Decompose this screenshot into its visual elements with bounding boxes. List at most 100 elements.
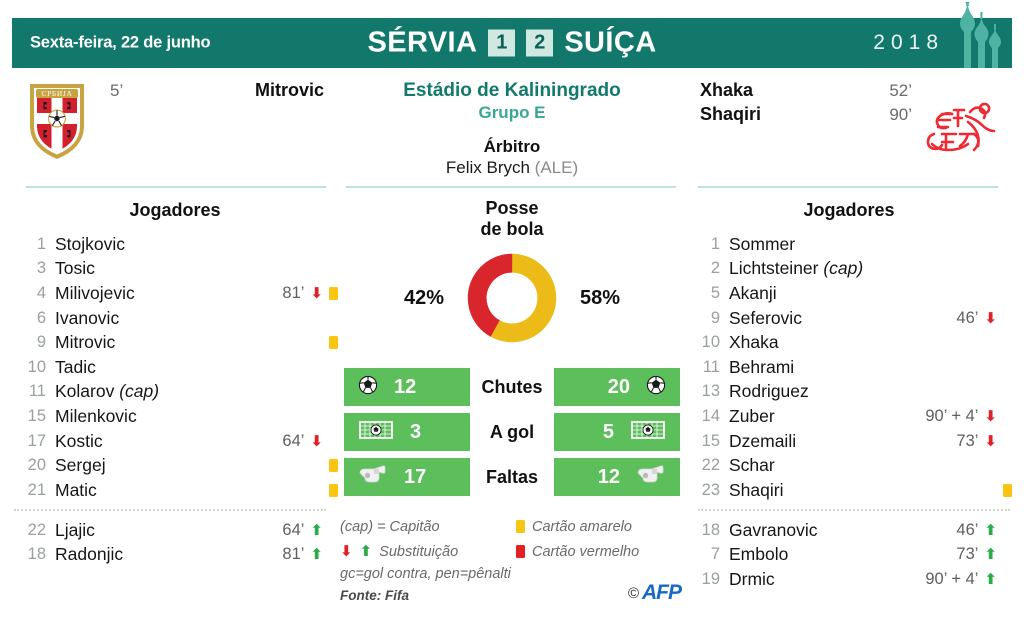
player-events [984, 483, 1012, 497]
referee-name-row: Felix Brych (ALE) [344, 158, 680, 178]
player-row[interactable]: 1 Sommer [686, 232, 1012, 257]
away-subs-list: 18 Gavranovic 46’ ⬆ 7 Embolo 73’ ⬆ 19 Drmic 90’ + … [686, 518, 1012, 592]
player-minute: 73’ [956, 545, 979, 564]
player-row[interactable]: 22 Ljajic 64’ ⬆ [12, 518, 338, 543]
sub-out-icon: ⬇ [984, 432, 997, 450]
goal-scorer: Shaqiri [700, 104, 762, 124]
goal-row: Shaqiri 90’ [700, 104, 912, 128]
possession-chart: 42% 58% [344, 252, 680, 344]
player-events [310, 459, 338, 473]
player-row[interactable]: 11 Kolarov (cap) [12, 380, 338, 405]
player-number: 9 [36, 333, 46, 352]
player-row[interactable]: 15 Milenkovic [12, 404, 338, 429]
card-placeholder [1003, 336, 1012, 349]
player-events: 73’ ⬇ [956, 432, 1012, 451]
stat-label: Chutes [481, 376, 543, 397]
yellow-card-icon [516, 520, 525, 533]
legend-captain: (cap) = Capitão [340, 516, 516, 537]
player-number: 7 [710, 545, 720, 564]
stat-label: Faltas [485, 466, 539, 487]
player-number: 21 [27, 480, 46, 499]
yellow-card-icon [329, 483, 338, 497]
russia-domes-icon [934, 0, 1014, 68]
player-row[interactable]: 5 Akanji [686, 281, 1012, 306]
player-row[interactable]: 18 Radonjic 81’ ⬆ [12, 543, 338, 568]
player-minute: 64’ [282, 520, 305, 539]
player-row[interactable]: 22 Schar [686, 453, 1012, 478]
legend-substitution: ⬇ ⬆ Substituição [340, 541, 516, 562]
player-row[interactable]: 13 Rodriguez [686, 380, 1012, 405]
player-row[interactable]: 14 Zuber 90’ + 4’ ⬇ [686, 404, 1012, 429]
player-row[interactable]: 19 Drmic 90’ + 4’ ⬆ [686, 567, 1012, 592]
match-header: Sexta-feira, 22 de junho SÉRVIA 1 2 SUÍÇ… [12, 0, 1012, 68]
player-row[interactable]: 17 Kostic 64’ ⬇ [12, 429, 338, 454]
player-row[interactable]: 11 Behrami [686, 355, 1012, 380]
away-score: 2 [526, 29, 554, 57]
player-name: Xhaka [729, 332, 779, 353]
player-name: Zuber [729, 405, 775, 426]
player-events: 64’ ⬇ [282, 432, 338, 451]
legend-owngoal-text: gc=gol contra, pen=pênalti [340, 566, 511, 582]
stat-away-value: 5 [602, 420, 614, 443]
player-row[interactable]: 21 Matic [12, 478, 338, 503]
switzerland-crest [908, 100, 1000, 163]
player-row[interactable]: 9 Mitrovic [12, 330, 338, 355]
player-row[interactable]: 4 Milivojevic 81’ ⬇ [12, 281, 338, 306]
sub-in-icon: ⬆ [310, 546, 323, 564]
home-score: 1 [488, 29, 516, 57]
card-placeholder [1003, 262, 1012, 275]
player-number: 3 [36, 259, 46, 278]
player-row[interactable]: 10 Tadic [12, 355, 338, 380]
player-row[interactable]: 9 Seferovic 46’ ⬇ [686, 306, 1012, 331]
player-events: 73’ ⬆ [956, 545, 1012, 564]
player-events [984, 262, 1012, 275]
card-placeholder [1003, 361, 1012, 374]
player-row[interactable]: 3 Tosic [12, 257, 338, 282]
player-minute: 81’ [282, 545, 305, 564]
stat-away-value: 20 [607, 375, 630, 398]
referee-nationality: (ALE) [534, 158, 579, 177]
card-placeholder [329, 524, 338, 537]
player-events [310, 312, 338, 325]
player-number: 22 [27, 520, 46, 539]
svg-text:СРБИЈА: СРБИЈА [41, 89, 72, 98]
yellow-card-icon [329, 459, 338, 473]
card-placeholder [1003, 312, 1012, 325]
player-name: Sergej [55, 455, 106, 476]
player-events [984, 336, 1012, 349]
player-row[interactable]: 6 Ivanovic [12, 306, 338, 331]
player-row[interactable]: 2 Lichtsteiner (cap) [686, 257, 1012, 282]
stat-home-box: 12 [344, 368, 470, 406]
copyright-icon: © [627, 584, 639, 602]
yellow-card-icon [329, 286, 338, 300]
goal-minute: 5’ [110, 81, 124, 100]
player-minute: 90’ + 4’ [925, 569, 979, 588]
player-name: Dzemaili [729, 430, 797, 451]
card-placeholder [329, 385, 338, 398]
football-icon [646, 375, 666, 394]
stat-away-box: 5 [554, 413, 680, 451]
stat-row: 17 Faltas 12 [344, 458, 680, 496]
player-number: 23 [701, 480, 720, 499]
player-row[interactable]: 18 Gavranovic 46’ ⬆ [686, 518, 1012, 543]
legend-substitution-text: Substituição [379, 543, 459, 560]
card-placeholder [1003, 238, 1012, 251]
player-number: 14 [701, 406, 720, 425]
player-row[interactable]: 20 Sergej [12, 453, 338, 478]
player-row[interactable]: 23 Shaqiri [686, 478, 1012, 503]
stat-away-box: 12 [554, 458, 680, 496]
away-subs-divider [698, 509, 1010, 511]
player-number: 2 [710, 259, 720, 278]
player-row[interactable]: 7 Embolo 73’ ⬆ [686, 543, 1012, 568]
stat-home-box: 17 [344, 458, 470, 496]
card-placeholder [1003, 573, 1012, 586]
red-card-icon [516, 545, 525, 558]
player-row[interactable]: 10 Xhaka [686, 330, 1012, 355]
player-name: Stojkovic [55, 233, 126, 254]
sub-out-icon: ⬇ [310, 432, 323, 450]
card-placeholder [329, 238, 338, 251]
player-row[interactable]: 15 Dzemaili 73’ ⬇ [686, 429, 1012, 454]
player-events [310, 483, 338, 497]
player-row[interactable]: 1 Stojkovic [12, 232, 338, 257]
serbia-crest: СРБИЈА [26, 80, 88, 167]
